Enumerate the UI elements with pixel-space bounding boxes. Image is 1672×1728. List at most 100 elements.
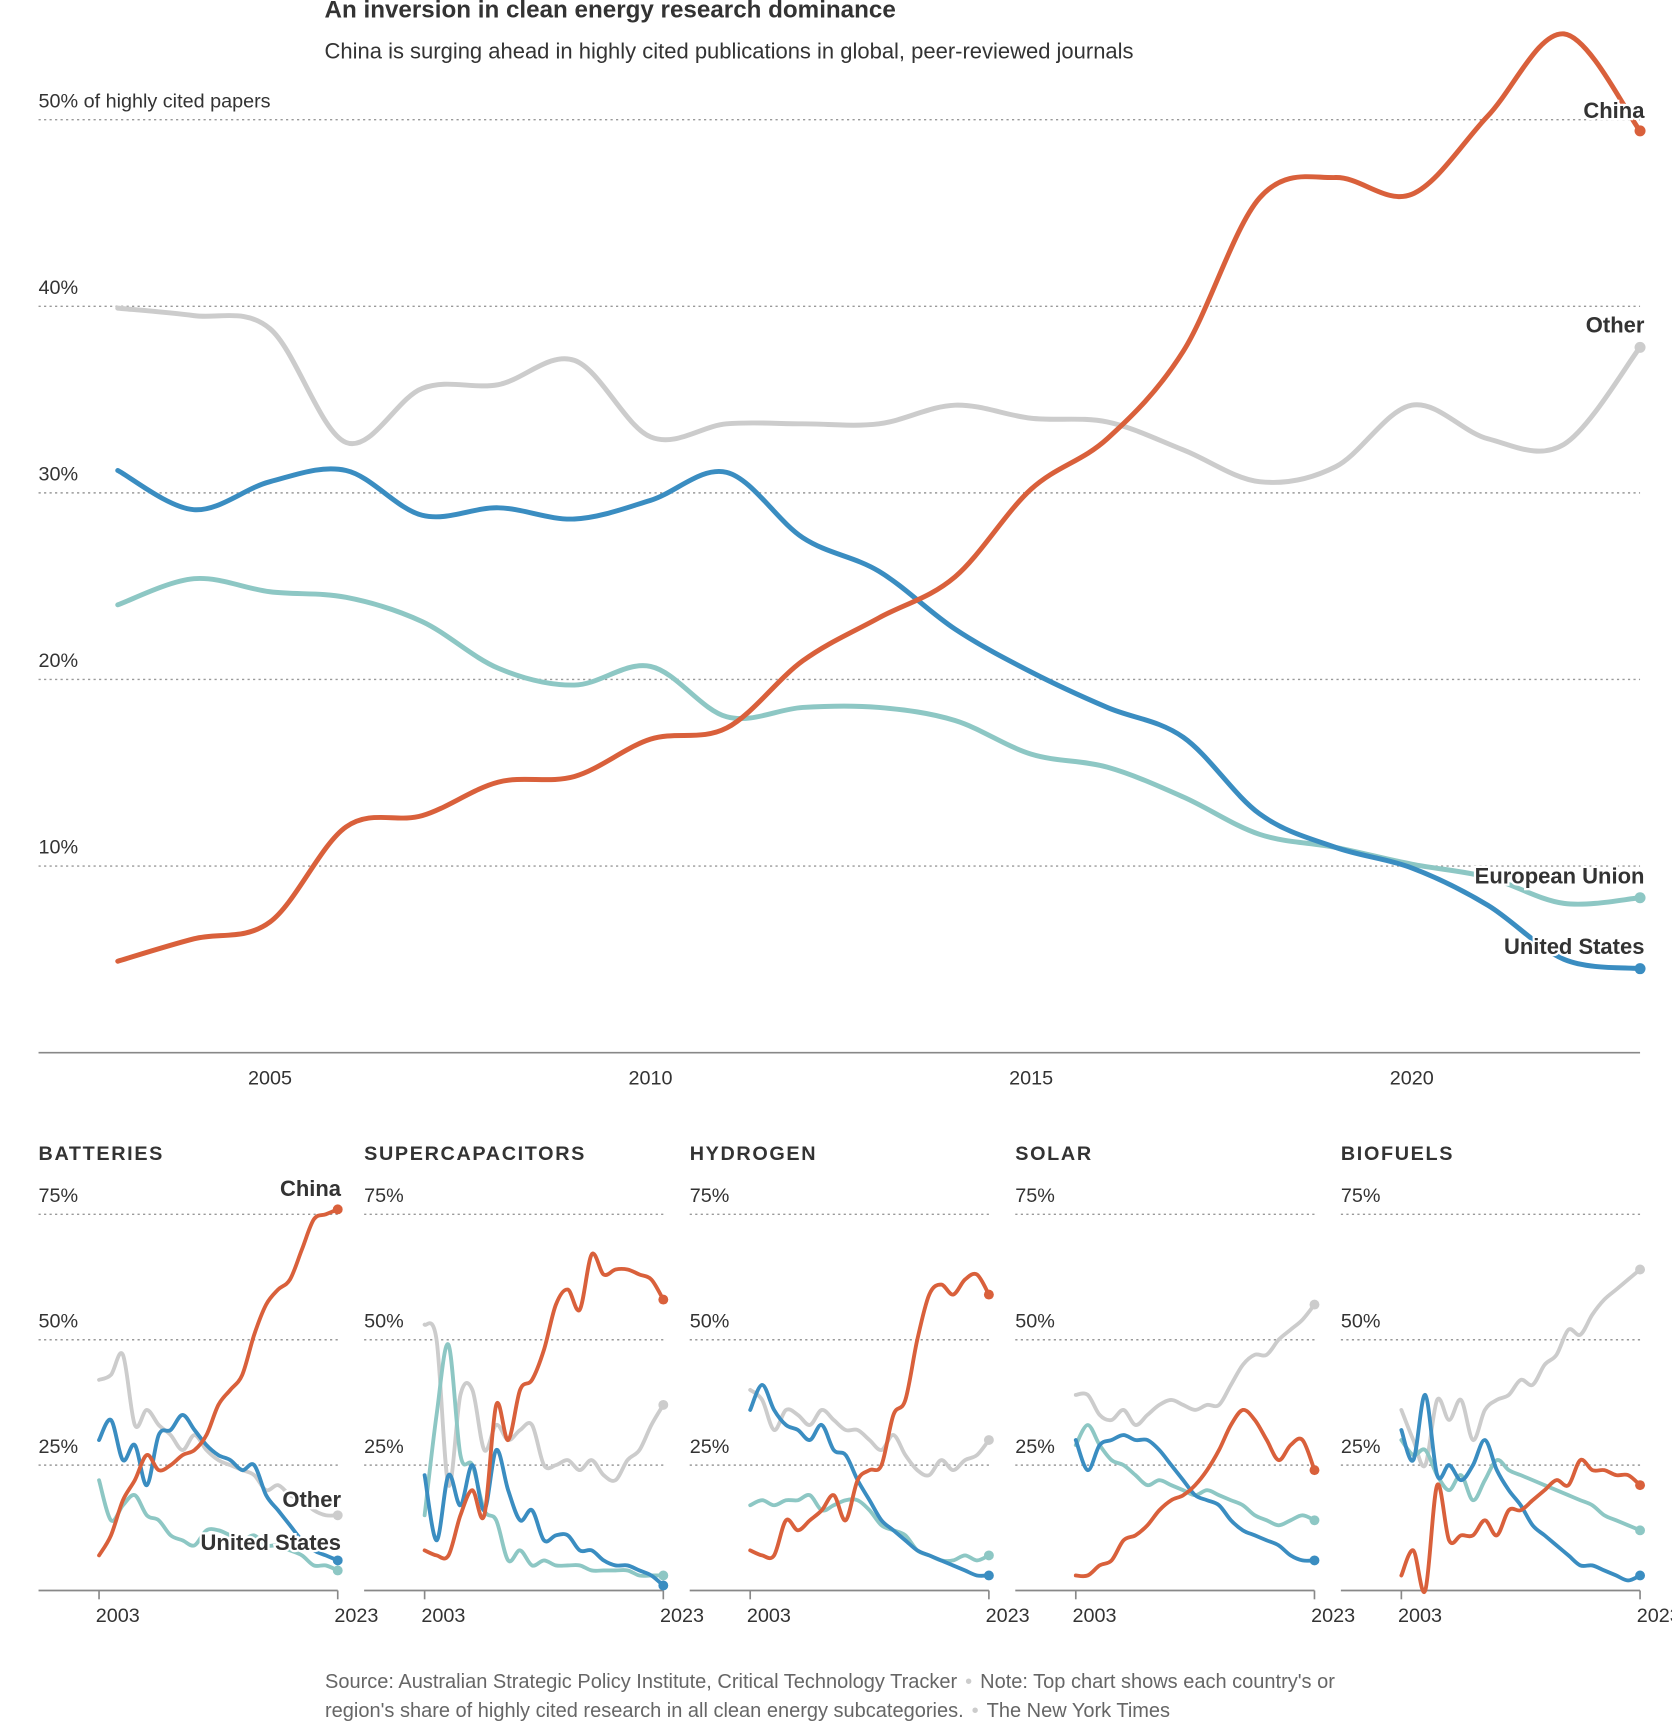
end-dot: [658, 1570, 669, 1581]
end-dot: [1309, 1515, 1320, 1526]
y-tick-label: 50%: [1341, 1310, 1381, 1332]
end-dot: [1634, 963, 1646, 975]
y-tick-label: 25%: [364, 1436, 404, 1458]
series-label: European Union: [1475, 864, 1645, 889]
series-line: [748, 1387, 991, 1478]
end-dot: [332, 1565, 343, 1576]
series-line: [1073, 1408, 1317, 1579]
y-tick-label: 50%: [1015, 1310, 1055, 1332]
y-tick-label: 20%: [39, 650, 79, 672]
x-tick-label: 2023: [1311, 1605, 1355, 1627]
series-line: [115, 576, 1643, 907]
x-tick-label: 2023: [660, 1605, 704, 1627]
end-dot: [658, 1294, 669, 1305]
series-line: [422, 1321, 666, 1488]
credit: The New York Times: [986, 1700, 1171, 1722]
y-tick-label: 50%: [690, 1310, 730, 1332]
end-dot: [983, 1289, 994, 1300]
footer: Source: Australian Strategic Policy Inst…: [325, 1668, 1355, 1726]
source: Source: Australian Strategic Policy Inst…: [325, 1671, 958, 1693]
series-label: China: [280, 1176, 342, 1201]
end-dot: [983, 1550, 994, 1561]
end-dot: [983, 1435, 994, 1445]
panel-title: BATTERIES: [39, 1143, 164, 1165]
note: Note: Top chart shows each country's or …: [325, 1671, 1335, 1722]
end-dot: [983, 1570, 994, 1581]
y-tick-label: 25%: [1015, 1436, 1055, 1458]
x-tick-label: 2010: [629, 1067, 673, 1089]
x-tick-label: 2005: [248, 1067, 292, 1089]
end-dot: [1635, 1570, 1646, 1581]
x-tick-label: 2023: [334, 1605, 378, 1627]
series-line: [115, 466, 1643, 972]
series-line: [422, 1342, 666, 1578]
series-line: [1399, 1392, 1642, 1583]
series-label: United States: [201, 1530, 341, 1555]
y-tick-label: 50% of highly cited papers: [39, 90, 271, 112]
y-tick-label: 50%: [39, 1310, 79, 1332]
series-line: [97, 1207, 340, 1558]
series-line: [748, 1493, 991, 1563]
y-tick-label: 75%: [1015, 1185, 1055, 1207]
chart-title: An inversion in clean energy research do…: [325, 0, 896, 23]
y-tick-label: 40%: [39, 277, 79, 299]
y-tick-label: 75%: [690, 1185, 730, 1207]
x-tick-label: 2003: [1072, 1605, 1116, 1627]
y-tick-label: 25%: [39, 1436, 79, 1458]
y-tick-label: 75%: [39, 1185, 79, 1207]
series-line: [115, 305, 1643, 485]
y-tick-label: 75%: [1341, 1185, 1381, 1207]
series-line: [115, 31, 1643, 964]
end-dot: [1635, 1480, 1646, 1491]
chart-subtitle: China is surging ahead in highly cited p…: [325, 39, 1134, 64]
series-line: [1073, 1302, 1317, 1427]
y-tick-label: 30%: [39, 464, 79, 486]
end-dot: [332, 1555, 343, 1566]
series-line: [748, 1382, 991, 1578]
x-tick-label: 2003: [747, 1605, 791, 1627]
panel-title: SOLAR: [1015, 1143, 1092, 1165]
series-line: [422, 1448, 666, 1588]
series-line: [1399, 1267, 1642, 1469]
end-dot: [332, 1510, 343, 1521]
x-tick-label: 2003: [1398, 1605, 1442, 1627]
end-dot: [1634, 892, 1646, 904]
end-dot: [1635, 1264, 1646, 1275]
y-tick-label: 25%: [1341, 1436, 1381, 1458]
series-line: [748, 1271, 991, 1561]
series-label: Other: [282, 1487, 341, 1512]
separator: •: [971, 1700, 979, 1722]
series-line: [1399, 1457, 1642, 1595]
end-dot: [1634, 125, 1646, 137]
panel-title: HYDROGEN: [690, 1143, 818, 1165]
x-tick-label: 2003: [96, 1605, 140, 1627]
separator: •: [965, 1671, 973, 1693]
series-line: [1399, 1438, 1642, 1533]
series-line: [422, 1251, 666, 1561]
x-tick-label: 2023: [986, 1605, 1030, 1627]
series-line: [97, 1413, 340, 1563]
x-tick-label: 2020: [1390, 1067, 1434, 1089]
y-tick-label: 50%: [364, 1310, 404, 1332]
y-tick-label: 75%: [364, 1185, 404, 1207]
end-dot: [658, 1399, 669, 1410]
series-label: Other: [1586, 312, 1645, 337]
y-tick-label: 25%: [690, 1436, 730, 1458]
y-tick-label: 10%: [39, 837, 79, 859]
end-dot: [1309, 1299, 1320, 1310]
series-line: [97, 1351, 340, 1518]
series-label: United States: [1504, 934, 1644, 959]
panel-title: BIOFUELS: [1341, 1143, 1454, 1165]
end-dot: [1309, 1555, 1320, 1566]
panel-title: SUPERCAPACITORS: [364, 1143, 586, 1165]
series-line: [97, 1478, 340, 1573]
end-dot: [1635, 1525, 1646, 1536]
x-tick-label: 2003: [421, 1605, 465, 1627]
x-tick-label: 2015: [1009, 1067, 1053, 1089]
end-dot: [658, 1580, 669, 1591]
end-dot: [332, 1204, 343, 1215]
end-dot: [1309, 1465, 1320, 1476]
series-line: [1073, 1433, 1317, 1563]
